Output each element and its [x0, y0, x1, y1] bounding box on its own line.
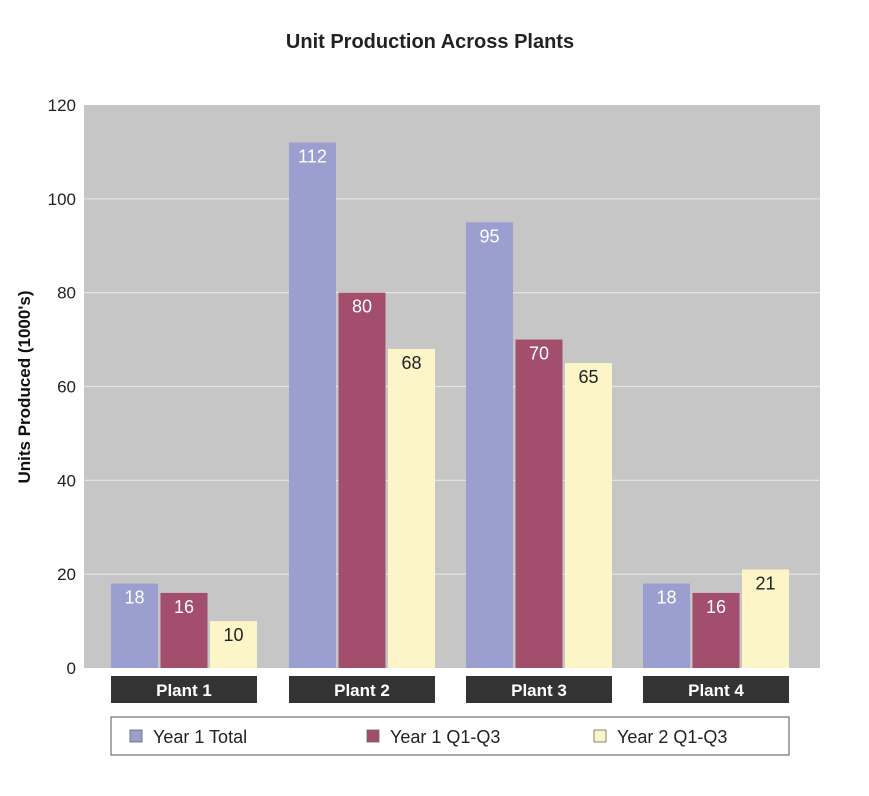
legend-swatch — [366, 729, 380, 743]
data-label: 70 — [529, 344, 549, 364]
bar — [643, 583, 690, 668]
chart-title: Unit Production Across Plants — [286, 31, 574, 53]
category-label-box — [643, 676, 789, 703]
y-tick-label: 60 — [57, 378, 76, 397]
bar — [466, 222, 513, 668]
category-label-box — [289, 676, 435, 703]
data-label: 80 — [352, 297, 372, 317]
category-label: Plant 2 — [334, 681, 390, 700]
data-label: 10 — [223, 625, 243, 645]
data-label: 18 — [656, 588, 676, 608]
bar — [338, 292, 386, 668]
bar — [692, 592, 740, 668]
y-tick-label: 40 — [57, 471, 76, 490]
data-label: 68 — [401, 353, 421, 373]
bar-layer: 18 16 10 112 80 68 95 70 65 18 16 21 — [111, 142, 789, 669]
legend-label: Year 2 Q1-Q3 — [617, 727, 727, 747]
category-label-box — [111, 676, 257, 703]
x-axis-categories: Plant 1 Plant 2 Plant 3 Plant 4 — [111, 676, 789, 703]
bar — [565, 363, 612, 668]
bar — [160, 592, 208, 668]
data-label: 16 — [174, 597, 194, 617]
bar — [111, 583, 158, 668]
data-label: 16 — [706, 597, 726, 617]
y-axis-ticks: 0 20 40 60 80 100 120 — [48, 96, 76, 678]
legend-label: Year 1 Q1-Q3 — [390, 727, 500, 747]
y-tick-label: 0 — [67, 659, 76, 678]
data-label: 95 — [479, 226, 499, 246]
grid-layer — [84, 198, 820, 575]
bar — [515, 339, 563, 668]
legend-swatch — [593, 729, 607, 743]
category-label: Plant 4 — [688, 681, 744, 700]
data-label: 21 — [755, 573, 775, 593]
y-tick-label: 100 — [48, 190, 76, 209]
legend-box — [110, 716, 790, 756]
data-label: 112 — [298, 147, 327, 167]
category-label: Plant 1 — [156, 681, 212, 700]
category-label-box — [466, 676, 612, 703]
category-label: Plant 3 — [511, 681, 567, 700]
y-tick-label: 20 — [57, 565, 76, 584]
legend-label: Year 1 Total — [153, 727, 247, 747]
y-axis-label: Units Produced (1000's) — [15, 291, 34, 484]
y-tick-label: 120 — [48, 96, 76, 115]
data-label: 65 — [578, 367, 598, 387]
y-tick-label: 80 — [57, 284, 76, 303]
data-label: 18 — [124, 588, 144, 608]
bar — [289, 142, 336, 669]
legend-swatch — [129, 729, 143, 743]
bar — [210, 621, 257, 668]
bar — [742, 569, 789, 668]
legend: Year 1 Total Year 1 Q1-Q3 Year 2 Q1-Q3 — [110, 716, 790, 756]
bar — [388, 348, 435, 668]
